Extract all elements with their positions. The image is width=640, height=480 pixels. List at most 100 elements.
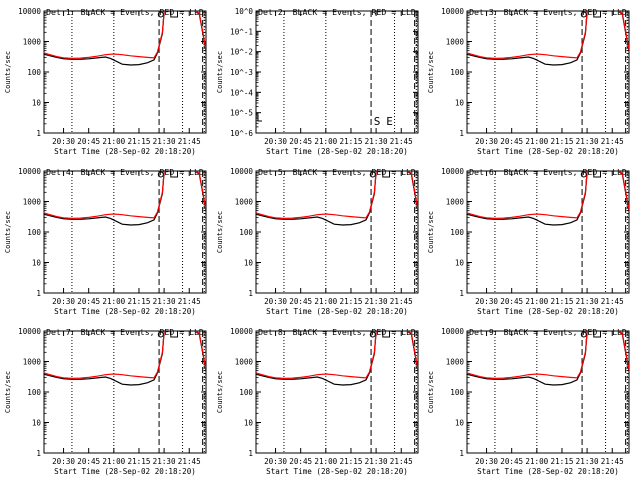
y-tick-label: 10000: [441, 167, 464, 176]
chart-title: Det 5r BLACK = Events, RED = LLD: [258, 167, 416, 177]
x-tick-label: 21:15: [128, 137, 151, 146]
y-tick-label: 10: [32, 419, 42, 428]
x-tick-label: 21:30: [365, 457, 388, 466]
status-bracket: [170, 331, 179, 338]
lld-series-line: [44, 11, 206, 60]
status-bracket: [593, 11, 602, 18]
y-tick-label: 10000: [18, 7, 41, 16]
x-axis-label: Start Time (28-Sep-02 20:18:20): [477, 147, 619, 156]
x-tick-label: 21:45: [178, 137, 201, 146]
chart-title: Det 3r BLACK = Events, RED = LLD: [469, 7, 627, 17]
lld-series-line: [467, 331, 629, 380]
events-series-line: [467, 11, 629, 66]
x-tick-label: 21:30: [365, 137, 388, 146]
y-tick-label: 1000: [23, 198, 42, 207]
status-circle: [157, 331, 164, 338]
status-bracket: [382, 171, 391, 178]
x-tick-label: 21:45: [390, 137, 413, 146]
data-layer: [44, 11, 206, 66]
y-axis-label: Counts/sec: [4, 371, 12, 413]
x-tick-label: 20:45: [289, 457, 312, 466]
status-circle: [157, 171, 164, 178]
y-tick-label: 10000: [18, 167, 41, 176]
y-tick-label: 10: [455, 419, 465, 428]
y-axis-label: Counts/sec: [4, 51, 12, 93]
x-tick-label: 21:00: [525, 297, 548, 306]
data-layer: [256, 171, 418, 226]
status-circle: [580, 171, 587, 178]
y-tick-label: 100: [450, 68, 464, 77]
events-series-line: [467, 331, 629, 386]
x-tick-label: 21:15: [551, 137, 574, 146]
y-tick-label: 10: [455, 99, 465, 108]
y-tick-label: 1000: [446, 358, 465, 367]
y-tick-label: 10^-3: [230, 68, 253, 77]
y-tick-label: 1: [248, 289, 253, 298]
status-bracket: [170, 171, 179, 178]
x-tick-label: 21:30: [153, 297, 176, 306]
y-tick-label: 10^-1: [230, 27, 253, 36]
x-tick-label: 20:30: [475, 137, 498, 146]
status-bracket: [382, 331, 391, 338]
chart-panel-9: Det 9r BLACK = Events, RED = LLD 1 10 100 10…: [427, 327, 630, 476]
y-tick-label: 10^-5: [230, 109, 253, 118]
y-tick-label: 1000: [235, 358, 254, 367]
annotation-end: E: [386, 115, 393, 128]
events-series-line: [256, 331, 418, 386]
x-axis-label: Start Time (28-Sep-02 20:18:20): [54, 307, 196, 316]
x-tick-label: 21:15: [340, 137, 363, 146]
x-tick-label: 20:45: [77, 297, 100, 306]
data-layer: [467, 171, 629, 226]
lld-series-line: [256, 331, 418, 380]
x-tick-label: 20:30: [52, 457, 75, 466]
x-tick-label: 21:00: [314, 137, 337, 146]
x-axis-label: Start Time (28-Sep-02 20:18:20): [477, 307, 619, 316]
status-bracket: [593, 171, 602, 178]
chart-title: Det 9r BLACK = Events, RED = LLD: [469, 327, 627, 337]
x-axis-label: Start Time (28-Sep-02 20:18:20): [54, 467, 196, 476]
chart-panel-1: Det 1r BLACK = Events, RED = LLD 1 10 100 10…: [4, 7, 207, 156]
data-layer: [44, 331, 206, 386]
corner-bracket: [257, 115, 262, 122]
y-tick-label: 10^0: [235, 7, 254, 16]
x-tick-label: 21:30: [576, 297, 599, 306]
chart-panel-3: Det 3r BLACK = Events, RED = LLD 1 10 100 10…: [427, 7, 630, 156]
y-tick-label: 10: [32, 99, 42, 108]
x-tick-label: 20:45: [500, 297, 523, 306]
x-tick-label: 21:30: [576, 137, 599, 146]
lld-series-line: [44, 171, 206, 220]
x-tick-label: 20:45: [289, 137, 312, 146]
y-tick-label: 10^-2: [230, 48, 253, 57]
y-axis-label: Counts/sec: [427, 211, 435, 253]
x-tick-label: 21:15: [128, 457, 151, 466]
chart-panel-4: Det 4r BLACK = Events, RED = LLD 1 10 100 10…: [4, 167, 207, 316]
x-tick-label: 21:00: [314, 457, 337, 466]
status-bracket: [170, 11, 179, 18]
y-tick-label: 1000: [235, 198, 254, 207]
x-tick-label: 20:30: [264, 297, 287, 306]
chart-panel-5: Det 5r BLACK = Events, RED = LLD 1 10 100 10…: [216, 167, 419, 316]
x-tick-label: 21:15: [340, 457, 363, 466]
x-tick-label: 21:00: [525, 457, 548, 466]
x-tick-label: 21:15: [128, 297, 151, 306]
events-series-line: [44, 171, 206, 226]
x-tick-label: 21:00: [102, 137, 125, 146]
x-tick-label: 21:15: [551, 297, 574, 306]
x-tick-label: 20:30: [52, 297, 75, 306]
x-tick-label: 20:45: [500, 137, 523, 146]
status-circle: [580, 331, 587, 338]
y-tick-label: 1: [459, 289, 464, 298]
y-axis-label: Counts/sec: [216, 371, 224, 413]
y-tick-label: 100: [450, 228, 464, 237]
y-tick-label: 1: [248, 449, 253, 458]
chart-panel-7: Det 7r BLACK = Events, RED = LLD 1 10 100 10…: [4, 327, 207, 476]
chart-title: Det 4r BLACK = Events, RED = LLD: [46, 167, 204, 177]
x-tick-label: 20:30: [264, 137, 287, 146]
y-tick-label: 10000: [18, 327, 41, 336]
x-tick-label: 20:30: [475, 297, 498, 306]
y-tick-label: 10: [244, 419, 254, 428]
y-axis-label: Counts/sec: [216, 51, 224, 93]
chart-panel-6: Det 6r BLACK = Events, RED = LLD 1 10 100 10…: [427, 167, 630, 316]
y-tick-label: 10000: [441, 327, 464, 336]
x-tick-label: 20:45: [77, 137, 100, 146]
